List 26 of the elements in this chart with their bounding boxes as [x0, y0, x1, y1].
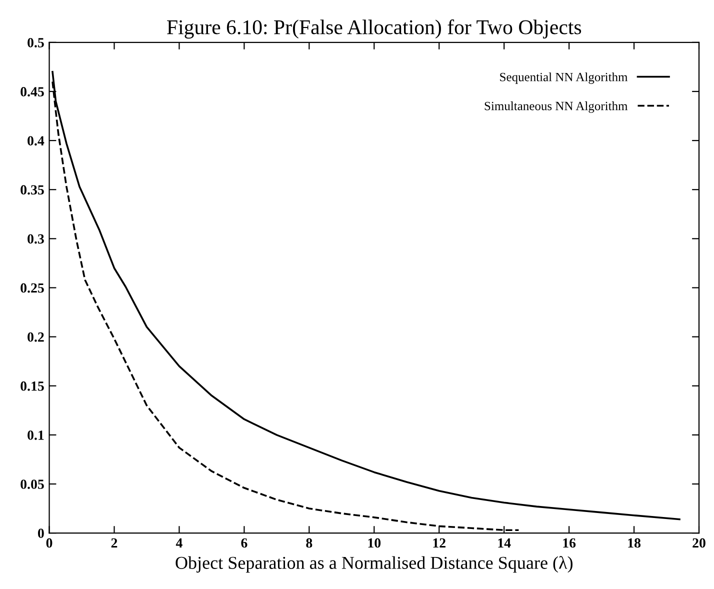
y-tick-label: 0.25: [20, 283, 44, 293]
y-tick-label: 0.35: [20, 185, 44, 195]
legend-label: Simultaneous NN Algorithm: [484, 101, 628, 113]
x-tick-label: 12: [433, 538, 446, 548]
x-tick-label: 14: [498, 538, 511, 548]
y-tick-label: 0.4: [28, 136, 44, 146]
y-tick-label: 0.15: [20, 381, 44, 391]
x-tick-label: 0: [46, 538, 52, 548]
y-tick-label: 0.1: [28, 430, 44, 440]
legend-label: Sequential NN Algorithm: [500, 72, 628, 84]
x-tick-label: 16: [563, 538, 576, 548]
chart-title: Figure 6.10: Pr(False Allocation) for Two Objects: [167, 19, 582, 39]
x-tick-label: 8: [306, 538, 312, 548]
x-tick-label: 2: [111, 538, 118, 548]
y-tick-label: 0.3: [28, 234, 44, 244]
x-axis-title: Object Separation as a Normalised Distance Square (λ): [176, 556, 572, 573]
y-tick-label: 0.05: [20, 480, 44, 489]
x-tick-label: 6: [241, 538, 248, 548]
x-tick-label: 4: [176, 538, 182, 548]
y-tick-label: 0: [38, 528, 44, 538]
y-tick-label: 0.5: [28, 38, 44, 48]
x-tick-label: 20: [692, 538, 706, 548]
y-tick-label: 0.45: [20, 87, 44, 96]
x-tick-label: 10: [368, 538, 381, 548]
y-tick-label: 0.2: [28, 332, 44, 342]
x-tick-label: 18: [628, 538, 641, 548]
